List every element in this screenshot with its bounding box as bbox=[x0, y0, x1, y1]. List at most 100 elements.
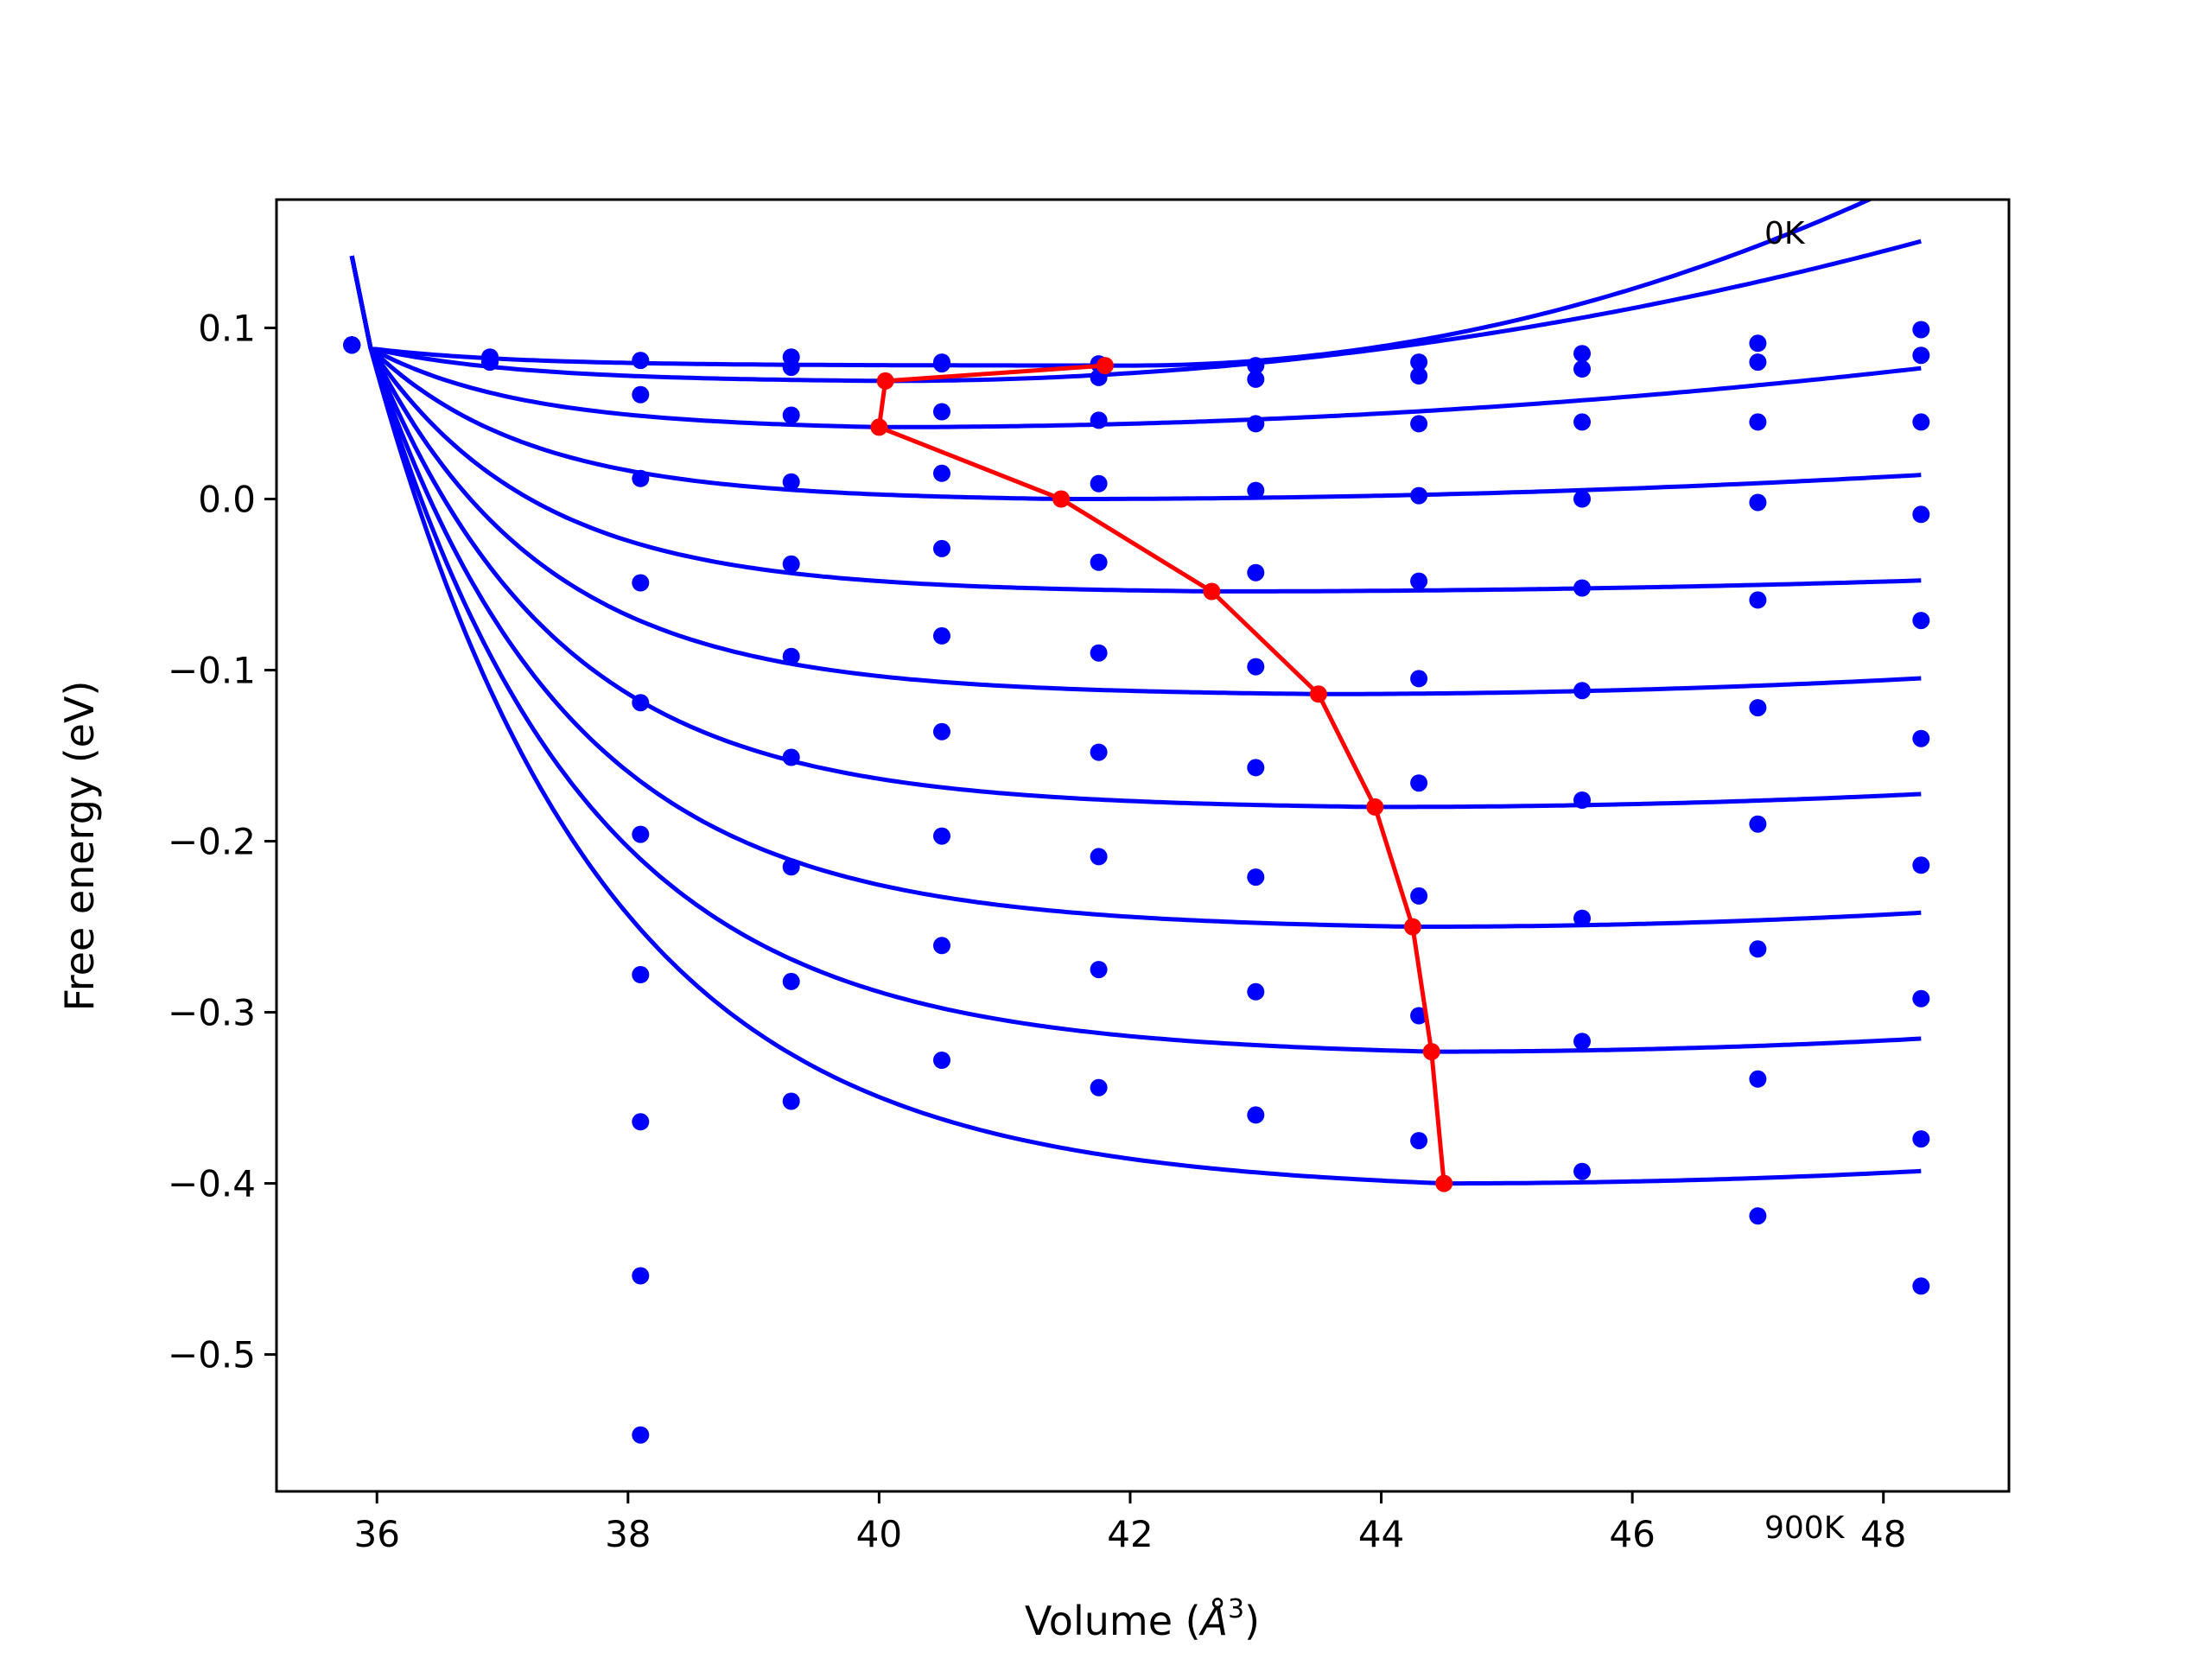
data-point bbox=[632, 352, 650, 370]
data-point bbox=[1912, 612, 1930, 630]
data-point bbox=[782, 473, 800, 491]
data-point bbox=[1912, 1130, 1930, 1148]
y-tick-label: 0.1 bbox=[198, 308, 256, 350]
data-point bbox=[1912, 321, 1930, 339]
data-point bbox=[632, 385, 650, 404]
data-point bbox=[1749, 699, 1767, 717]
data-point bbox=[1573, 909, 1591, 927]
data-point bbox=[1090, 553, 1108, 571]
y-axis-label: Free energy (eV) bbox=[56, 681, 103, 1012]
data-point bbox=[933, 403, 950, 421]
data-point bbox=[933, 1052, 950, 1069]
data-point bbox=[632, 574, 650, 592]
y-tick-label: −0.4 bbox=[168, 1163, 256, 1205]
data-point bbox=[1573, 490, 1591, 508]
data-point bbox=[632, 694, 650, 712]
data-point bbox=[1573, 579, 1591, 597]
data-point bbox=[1573, 1162, 1591, 1180]
data-point bbox=[1410, 887, 1428, 905]
y-tick-label: −0.5 bbox=[168, 1334, 256, 1376]
minimum-path-point bbox=[1403, 918, 1421, 936]
minimum-path-point bbox=[876, 372, 894, 390]
data-point bbox=[1573, 791, 1591, 809]
fit-curve-5 bbox=[349, 255, 1922, 696]
x-axis-label-text: Volume ( bbox=[1025, 1598, 1201, 1644]
data-point bbox=[1247, 370, 1265, 388]
data-point bbox=[1749, 1207, 1767, 1225]
x-axis-label: Volume (Å3) bbox=[1025, 1594, 1260, 1644]
minimum-path-point bbox=[870, 418, 888, 436]
data-point bbox=[1573, 682, 1591, 700]
x-tick-label: 46 bbox=[1609, 1513, 1655, 1555]
data-point bbox=[933, 722, 950, 741]
data-point bbox=[933, 937, 950, 955]
data-point bbox=[1749, 353, 1767, 372]
minimum-path-point bbox=[1203, 582, 1221, 601]
data-points bbox=[343, 321, 1930, 1444]
data-point bbox=[1247, 357, 1265, 375]
data-point bbox=[343, 336, 361, 354]
data-point bbox=[1247, 759, 1265, 777]
minimum-path-point bbox=[1096, 357, 1114, 375]
data-point bbox=[1247, 563, 1265, 582]
data-point bbox=[1090, 411, 1108, 429]
x-tick-label: 36 bbox=[354, 1513, 400, 1555]
fit-curve-0 bbox=[349, 200, 1875, 368]
data-point bbox=[1410, 572, 1428, 590]
data-point bbox=[1410, 1132, 1428, 1150]
data-point bbox=[1573, 360, 1591, 378]
data-point bbox=[1410, 415, 1428, 433]
data-point bbox=[1247, 982, 1265, 1001]
data-point bbox=[782, 858, 800, 876]
data-point bbox=[1247, 868, 1265, 887]
data-point bbox=[1912, 1277, 1930, 1295]
fit-curve-6 bbox=[349, 255, 1922, 810]
x-axis-ticks: 36 38 40 42 44 46 48 bbox=[354, 1491, 1906, 1555]
data-point bbox=[1912, 856, 1930, 874]
data-point bbox=[1090, 848, 1108, 866]
data-point bbox=[1410, 670, 1428, 688]
minimum-path bbox=[870, 357, 1453, 1192]
data-point bbox=[1410, 486, 1428, 505]
data-point bbox=[782, 359, 800, 377]
data-point bbox=[1749, 591, 1767, 609]
data-point bbox=[1573, 345, 1591, 363]
data-point bbox=[1090, 743, 1108, 761]
data-point bbox=[933, 827, 950, 845]
data-point bbox=[1573, 413, 1591, 431]
data-point bbox=[1749, 493, 1767, 512]
data-point bbox=[1912, 505, 1930, 524]
data-point bbox=[1090, 1078, 1108, 1096]
data-point bbox=[632, 1426, 650, 1444]
fit-curve-4 bbox=[349, 255, 1922, 594]
x-axis-label-unit: Å bbox=[1198, 1598, 1228, 1644]
data-point bbox=[1410, 353, 1428, 372]
x-tick-label: 42 bbox=[1107, 1513, 1153, 1555]
data-point bbox=[632, 825, 650, 843]
fit-curve-2 bbox=[349, 255, 1922, 429]
data-point bbox=[1749, 334, 1767, 353]
data-point bbox=[481, 353, 499, 372]
fit-curve-7 bbox=[349, 255, 1922, 930]
y-tick-label: −0.3 bbox=[168, 992, 256, 1034]
annotation-900k: 900K bbox=[1764, 1510, 1846, 1546]
fit-curves bbox=[349, 200, 1922, 1186]
data-point bbox=[1247, 481, 1265, 499]
data-point bbox=[1912, 989, 1930, 1007]
data-point bbox=[632, 469, 650, 487]
data-point bbox=[1090, 474, 1108, 493]
x-tick-label: 40 bbox=[856, 1513, 902, 1555]
data-point bbox=[782, 555, 800, 573]
data-point bbox=[1749, 815, 1767, 833]
data-point bbox=[632, 1113, 650, 1131]
fit-curve-8 bbox=[349, 255, 1922, 1054]
plot-frame bbox=[275, 198, 2011, 1493]
x-tick-label: 48 bbox=[1860, 1513, 1906, 1555]
data-point bbox=[632, 1267, 650, 1285]
data-point bbox=[933, 355, 950, 373]
data-point bbox=[1247, 1106, 1265, 1124]
data-point bbox=[933, 464, 950, 482]
data-point bbox=[1410, 1007, 1428, 1025]
data-point bbox=[1749, 1070, 1767, 1088]
